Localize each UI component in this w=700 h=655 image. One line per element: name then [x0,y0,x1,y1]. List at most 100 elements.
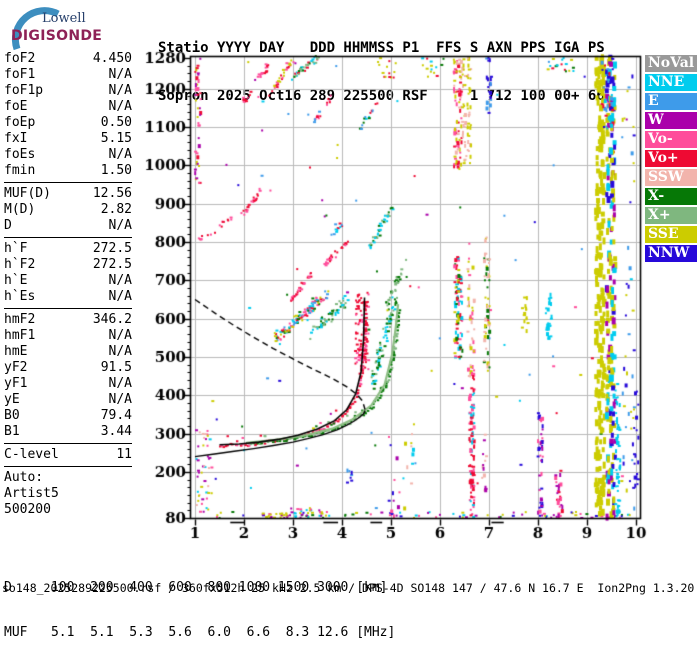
param-label: yE [4,392,20,407]
param-label: yF1 [4,376,28,391]
param-row: M(D) 2.82 [4,202,132,218]
param-label: yF2 [4,360,28,375]
legend-item: Vo- [645,131,697,148]
param-label: M(D) [4,202,36,217]
param-value: N/A [108,83,132,98]
logo-digisonde-text: DIGISONDE [11,28,103,44]
param-auto-line: 500200 [4,502,51,517]
param-row: h`Es N/A [4,289,132,305]
param-value: 12.56 [92,186,132,201]
param-label: hmE [4,344,28,359]
param-value: N/A [108,328,132,343]
param-value: 1.50 [100,163,132,178]
param-label: foF2 [4,51,36,66]
param-label: B1 [4,424,20,439]
logo-arc-icon [11,7,60,51]
param-value: 11 [116,447,132,462]
param-row: fmin 1.50 [4,163,132,179]
param-row: foF1p N/A [4,83,132,99]
param-row: yF2 91.5 [4,360,132,376]
param-value: 272.5 [92,257,132,272]
param-label: MUF(D) [4,186,51,201]
param-value: N/A [108,289,132,304]
param-row: h`E N/A [4,273,132,289]
param-value: N/A [108,344,132,359]
legend-item: Vo+ [645,150,697,167]
legend-item: W [645,112,697,129]
param-row: hmE N/A [4,344,132,360]
param-label: foEp [4,115,36,130]
param-value: N/A [108,376,132,391]
param-separator [4,443,132,444]
param-value: 272.5 [92,241,132,256]
legend-item: NNW [645,245,697,262]
param-value: 346.2 [92,312,132,327]
legend-item: NoVal [645,55,697,72]
param-label: hmF1 [4,328,36,343]
param-row: MUF(D) 12.56 [4,186,132,202]
param-label: fxI [4,131,28,146]
param-label: h`F [4,241,28,256]
param-auto-line: Auto: [4,470,44,485]
param-separator [4,308,132,309]
param-value: 79.4 [100,408,132,423]
param-label: C-level [4,447,59,462]
param-value: 4.450 [92,51,132,66]
param-row: fxI 5.15 [4,131,132,147]
legend-item: SSW [645,169,697,186]
param-value: N/A [108,99,132,114]
footer-tables: D 100 200 400 600 800 1000 1500 3000 [km… [4,550,395,655]
param-label: B0 [4,408,20,423]
param-separator [4,182,132,183]
logo-lowell-text: Lowell [42,11,86,26]
param-value: N/A [108,67,132,82]
param-value: 0.50 [100,115,132,130]
param-row: B0 79.4 [4,408,132,424]
param-value: N/A [108,218,132,233]
param-label: foF1 [4,67,36,82]
param-row: D N/A [4,218,132,234]
param-value: N/A [108,147,132,162]
param-row: h`F2 272.5 [4,257,132,273]
param-value: 2.82 [100,202,132,217]
param-label: h`E [4,273,28,288]
param-row: h`F 272.5 [4,241,132,257]
footer-muf-row: MUF 5.1 5.1 5.3 5.6 6.0 6.6 8.3 12.6 [MH… [4,625,396,640]
param-row: hmF1 N/A [4,328,132,344]
legend-item: X- [645,188,697,205]
param-row: foE N/A [4,99,132,115]
param-label: foE [4,99,28,114]
footer-file-info: so148_2025289225500.rsf / 360fx512h 25 k… [2,581,695,595]
param-row: hmF2 346.2 [4,312,132,328]
param-label: foF1p [4,83,44,98]
param-label: h`F2 [4,257,36,272]
legend: NoVal NNE E W Vo- Vo+ SSW X- X+ SSE NNW [645,55,697,264]
legend-item: E [645,93,697,110]
param-value: N/A [108,273,132,288]
param-panel: foF2 4.450 foF1 N/A foF1p N/A foE N/A foEp 0.50 fx… [4,51,132,518]
param-row: yE N/A [4,392,132,408]
ionogram-plot [142,47,700,547]
lowell-digisonde-logo: Lowell DIGISONDE [6,6,136,52]
param-label: hmF2 [4,312,36,327]
legend-item: X+ [645,207,697,224]
param-value: N/A [108,392,132,407]
param-label: foEs [4,147,36,162]
param-value: 91.5 [100,360,132,375]
param-row: foEp 0.50 [4,115,132,131]
param-row: foF1 N/A [4,67,132,83]
param-value: 5.15 [100,131,132,146]
legend-item: SSE [645,226,697,243]
param-auto-line: Artist5 [4,486,59,501]
param-label: fmin [4,163,36,178]
param-row: foEs N/A [4,147,132,163]
param-row: C-level 11 [4,447,132,463]
param-separator [4,466,132,467]
param-label: h`Es [4,289,36,304]
param-value: 3.44 [100,424,132,439]
footer-distance-row: D 100 200 400 600 800 1000 1500 3000 [km… [4,580,388,595]
param-row: foF2 4.450 [4,51,132,67]
param-row: B1 3.44 [4,424,132,440]
param-row: yF1 N/A [4,376,132,392]
param-label: D [4,218,12,233]
